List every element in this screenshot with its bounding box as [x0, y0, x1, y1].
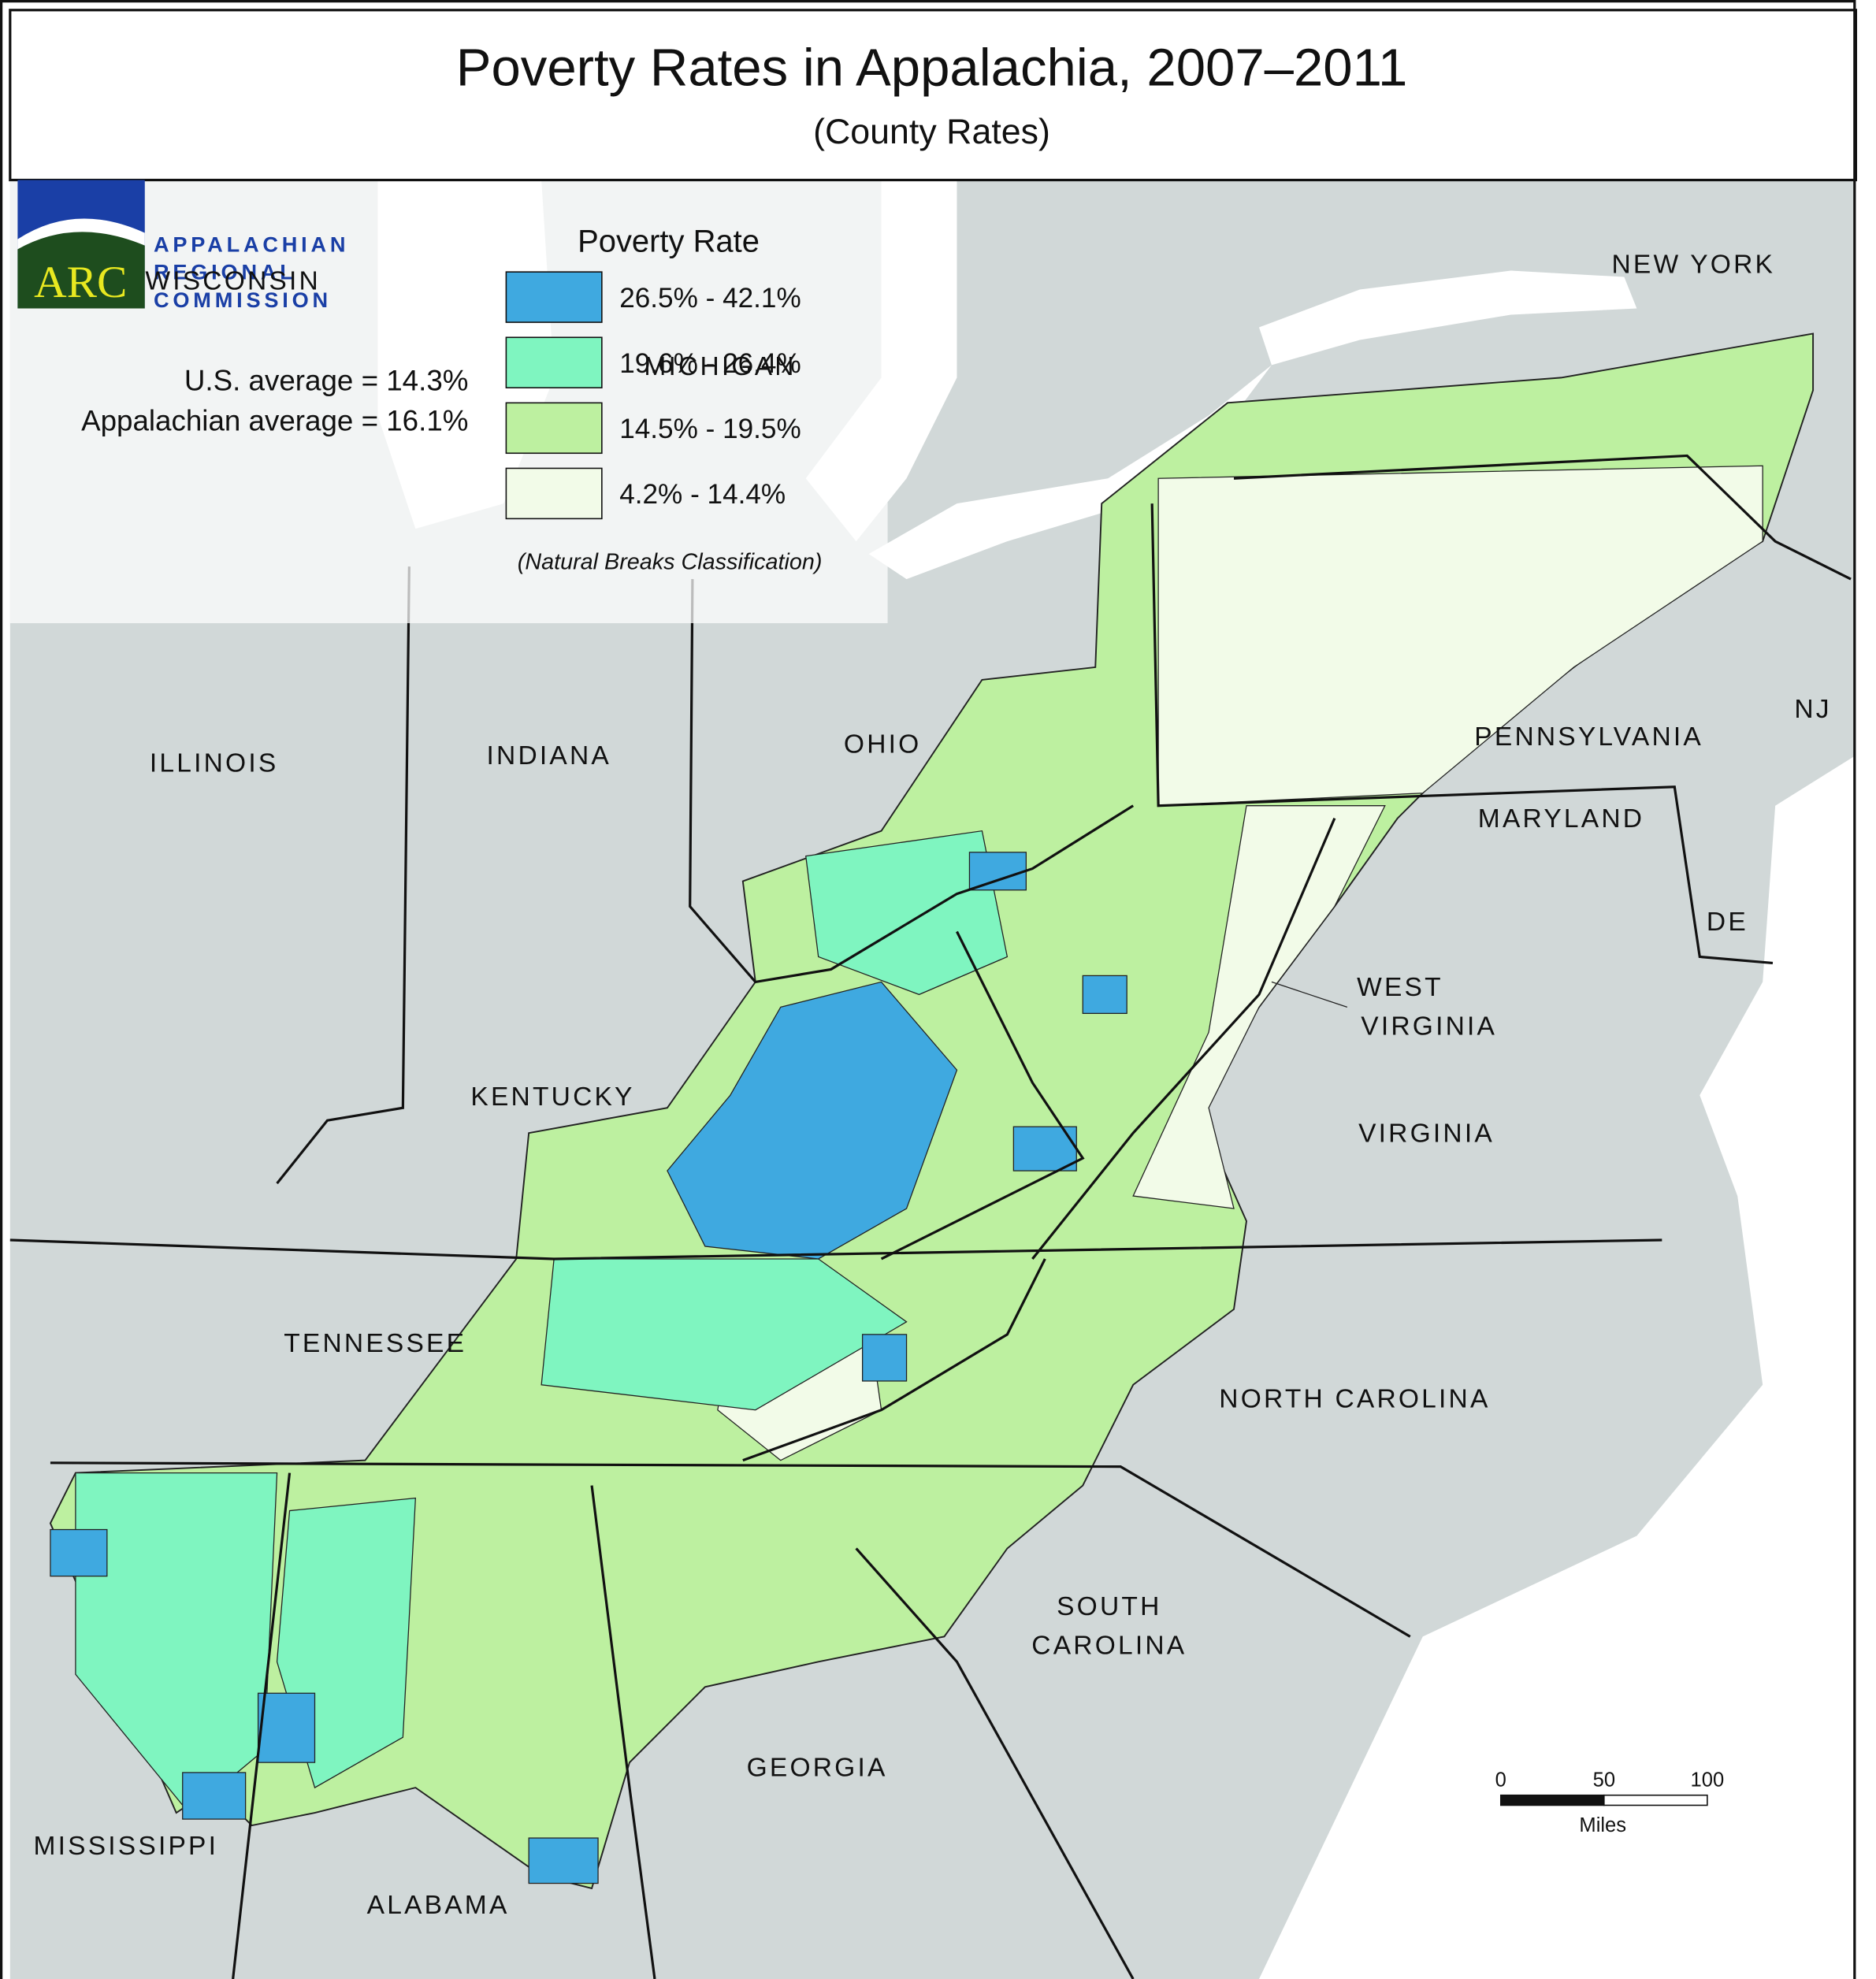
scale-segment — [1603, 1794, 1708, 1806]
title: Poverty Rates in Appalachia, 2007–2011 — [456, 39, 1408, 98]
legend-label: 14.5% - 19.5% — [619, 414, 801, 444]
state-label: NORTH CAROLINA — [1219, 1385, 1490, 1414]
border — [50, 1461, 1411, 1638]
state-label: MISSISSIPPI — [33, 1832, 218, 1861]
border — [689, 579, 1135, 984]
county — [968, 852, 1027, 891]
border — [855, 1547, 1135, 1979]
legend-panel — [9, 180, 888, 623]
lake-ontario — [1258, 270, 1637, 366]
state-label: WISCONSIN — [145, 267, 321, 296]
state-label: PENNSYLVANIA — [1474, 722, 1703, 752]
border — [276, 566, 410, 1185]
lake-erie — [868, 365, 1272, 580]
county — [1082, 975, 1127, 1015]
legend-swatch — [505, 402, 603, 455]
state-label: NEW YORK — [1611, 251, 1775, 280]
state-label: NJ — [1794, 695, 1831, 724]
subtitle: (County Rates) — [813, 112, 1050, 151]
state-label: WEST — [1357, 973, 1443, 1002]
logo-line: COMMISSION — [154, 288, 332, 312]
scale-tick: 0 — [1495, 1769, 1506, 1791]
border — [742, 1258, 1046, 1462]
scale-segment — [1499, 1794, 1605, 1806]
state-label: VIRGINIA — [1361, 1012, 1497, 1041]
state-label: DE — [1707, 908, 1748, 937]
legend-title: Poverty Rate — [578, 225, 760, 259]
region-blue — [667, 981, 958, 1260]
state-label: TENNESSEE — [284, 1329, 466, 1358]
county — [50, 1528, 108, 1577]
state-label: OHIO — [844, 730, 922, 759]
scale-tick: 50 — [1593, 1769, 1615, 1791]
blue-counties — [50, 852, 1127, 1884]
leader-line — [1271, 981, 1348, 1008]
county — [861, 1334, 908, 1382]
title-box — [9, 9, 1858, 182]
state-label: ALABAMA — [367, 1891, 510, 1920]
border — [9, 1238, 1662, 1261]
state-label: VIRGINIA — [1358, 1119, 1495, 1148]
region-teal — [541, 1258, 908, 1411]
region-white — [1132, 805, 1386, 1209]
state-label: KENTUCKY — [470, 1082, 634, 1112]
state-label: MICHIGAN — [644, 352, 796, 381]
ocean — [1258, 503, 1856, 1979]
border — [880, 930, 1085, 1261]
scale-unit: Miles — [1579, 1814, 1626, 1836]
state-label: CAROLINA — [1031, 1632, 1187, 1661]
average: Appalachian average = 16.1% — [81, 405, 468, 437]
legend-swatch — [505, 336, 603, 388]
logo-mark: ARC — [34, 258, 127, 307]
county — [528, 1837, 599, 1884]
state-label: ILLINOIS — [150, 749, 279, 778]
logo-line: APPALACHIAN — [154, 232, 349, 257]
legend-label: 19.6% - 26.4% — [619, 348, 801, 379]
border — [1233, 454, 1852, 581]
legend-note: (Natural Breaks Classification) — [518, 549, 823, 574]
state-label: SOUTH — [1057, 1592, 1161, 1621]
average: U.S. average = 14.3% — [184, 364, 469, 396]
state-borders — [9, 454, 1852, 1979]
border — [1150, 503, 1774, 965]
legend-swatch — [505, 271, 603, 323]
scale-tick: 100 — [1691, 1769, 1725, 1791]
legend-swatch — [505, 467, 603, 520]
legend-label: 26.5% - 42.1% — [619, 283, 801, 314]
state-label: MARYLAND — [1478, 804, 1644, 834]
logo-hill — [17, 232, 145, 309]
county — [182, 1772, 247, 1820]
border — [1031, 818, 1336, 1260]
county — [257, 1692, 316, 1763]
state-label: INDIANA — [487, 741, 611, 770]
logo-line: REGIONAL — [154, 260, 297, 284]
legend-label: 4.2% - 14.4% — [619, 479, 786, 510]
border — [590, 1485, 656, 1979]
border — [232, 1472, 292, 1979]
state-label: GEORGIA — [747, 1754, 888, 1783]
